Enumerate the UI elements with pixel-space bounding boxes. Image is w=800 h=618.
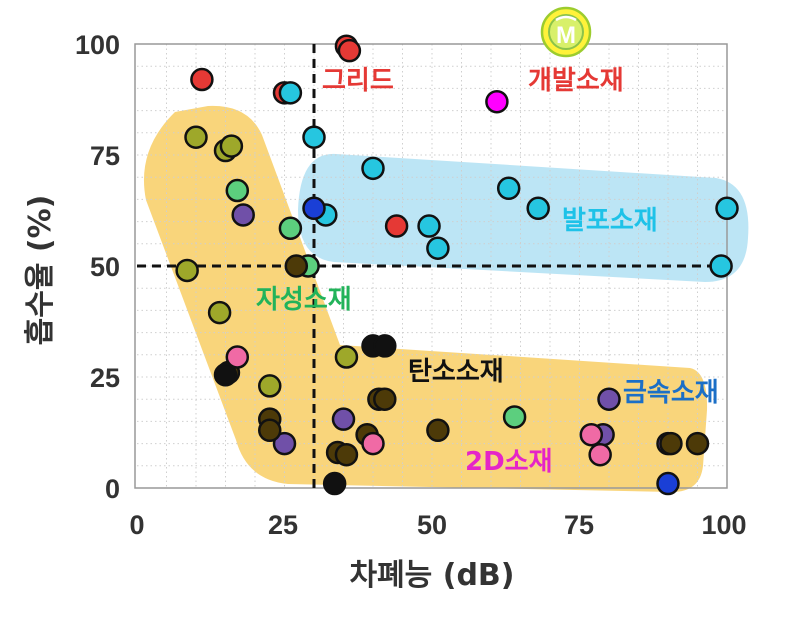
data-point [184, 125, 208, 149]
data-point [258, 374, 282, 398]
data-point [709, 254, 733, 278]
data-point [334, 345, 359, 369]
data-point [231, 203, 255, 227]
reference-lines [137, 44, 727, 488]
data-point [213, 363, 238, 387]
data-point [337, 38, 362, 63]
data-point [225, 345, 250, 369]
logo-arc [555, 15, 577, 22]
label-metal: 금속소재 [623, 378, 719, 408]
data-point [579, 422, 604, 447]
logo-letter: M [556, 22, 576, 49]
data-point [278, 216, 303, 241]
y-tick-label: 25 [90, 363, 120, 393]
data-point [685, 431, 710, 456]
data-point [331, 407, 356, 431]
y-tick-label: 75 [90, 141, 120, 171]
x-tick-label: 0 [129, 510, 144, 540]
data-point [225, 178, 250, 203]
data-point [526, 196, 550, 221]
data-point [384, 214, 409, 238]
y-tick-label: 100 [75, 30, 120, 60]
x-tick-label: 75 [564, 510, 594, 540]
data-point [373, 334, 397, 358]
region-blue [298, 153, 749, 282]
label-2d: 2D소재 [465, 447, 553, 477]
data-point [496, 176, 521, 201]
data-point [334, 442, 359, 467]
label-foam: 발포소재 [562, 206, 658, 236]
label-magnetic: 자성소재 [256, 285, 352, 315]
data-point [485, 89, 509, 114]
x-tick-label: 50 [417, 510, 447, 540]
data-point [656, 471, 680, 496]
label-develop: 개발소재 [528, 66, 624, 96]
label-carbon: 탄소소재 [408, 357, 504, 387]
data-point [373, 387, 397, 411]
data-point [190, 67, 214, 92]
logo-inner-circle [548, 14, 584, 50]
data-point [219, 134, 244, 158]
y-axis-title: 흡수율 (%) [23, 195, 58, 346]
y-tick-label: 0 [105, 474, 120, 504]
x-tick-label: 25 [268, 510, 298, 540]
y-tick-label: 50 [90, 252, 120, 282]
data-point [597, 387, 621, 411]
data-point [715, 196, 739, 221]
data-point [588, 442, 612, 467]
data-point [502, 405, 527, 429]
x-axis-title: 차폐능 (dB) [349, 558, 514, 593]
data-point [417, 214, 441, 238]
data-point [361, 431, 385, 456]
data-point [361, 156, 385, 181]
data-point [426, 418, 450, 443]
x-tick-label: 100 [701, 510, 746, 540]
data-point [659, 431, 683, 456]
label-grid: 그리드 [322, 66, 394, 96]
data-point [272, 431, 297, 456]
data-point [258, 418, 282, 443]
data-point [302, 125, 326, 149]
data-point [278, 81, 303, 105]
data-point [207, 300, 232, 325]
data-point [302, 196, 326, 221]
data-point [284, 254, 309, 278]
data-point [426, 236, 450, 260]
data-point [175, 258, 199, 283]
logo: M [540, 6, 592, 58]
data-point [322, 471, 347, 496]
points-layer [175, 34, 739, 496]
